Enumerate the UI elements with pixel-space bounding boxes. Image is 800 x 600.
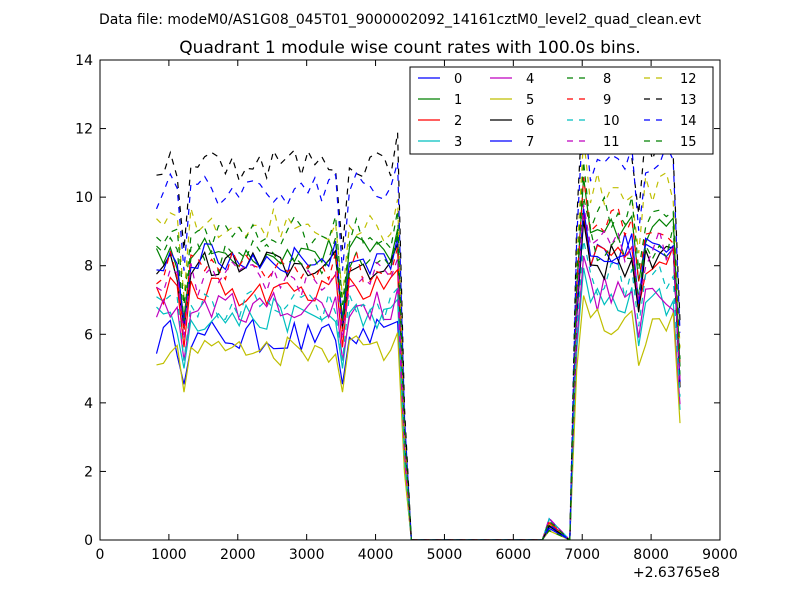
y-tick-label: 12 — [75, 122, 93, 138]
y-tick-label: 8 — [84, 259, 93, 275]
legend-label-4: 4 — [526, 72, 534, 87]
x-tick-label: 2000 — [220, 547, 256, 563]
legend-label-9: 9 — [603, 93, 611, 108]
x-tick-label: 6000 — [496, 547, 532, 563]
y-tick-label: 10 — [75, 190, 93, 206]
x-axis-offset-label: +2.63765e8 — [633, 565, 720, 581]
legend-label-14: 14 — [680, 114, 697, 129]
series-line-8 — [156, 196, 681, 540]
x-axis: 0 1000 2000 3000 4000 5000 6000 7000 8000 9000 — [96, 60, 738, 563]
y-tick-label: 0 — [84, 533, 93, 549]
legend-label-6: 6 — [526, 114, 534, 129]
x-tick-label: 0 — [96, 547, 105, 563]
chart-title: Quadrant 1 module wise count rates with … — [179, 38, 640, 58]
y-tick-label: 14 — [75, 53, 93, 69]
figure-suptitle: Data file: modeM0/AS1G08_045T01_90000020… — [99, 12, 701, 28]
legend-label-0: 0 — [454, 72, 462, 87]
legend-label-13: 13 — [680, 93, 697, 108]
x-tick-label: 4000 — [358, 547, 394, 563]
x-tick-label: 1000 — [151, 547, 187, 563]
y-tick-label: 2 — [84, 464, 93, 480]
legend-label-10: 10 — [603, 114, 620, 129]
legend-label-7: 7 — [526, 135, 534, 150]
series-line-2 — [155, 212, 681, 540]
plot-area: 0 1000 2000 3000 4000 5000 6000 7000 8000 9000 0 2… — [75, 53, 738, 581]
series-line-11 — [156, 204, 681, 540]
legend-label-5: 5 — [526, 93, 534, 108]
legend-box — [409, 66, 714, 155]
x-tick-label: 5000 — [427, 547, 463, 563]
x-tick-label: 7000 — [564, 547, 600, 563]
legend-label-11: 11 — [603, 135, 620, 150]
series-line-7 — [156, 208, 681, 540]
series-layer — [155, 82, 681, 540]
y-tick-label: 6 — [84, 327, 93, 343]
y-tick-label: 4 — [84, 396, 93, 412]
series-line-9 — [156, 177, 681, 540]
axes-frame — [99, 59, 721, 541]
series-line-4 — [155, 255, 681, 540]
series-line-5 — [156, 295, 681, 540]
legend-label-12: 12 — [680, 72, 697, 87]
legend-label-15: 15 — [680, 135, 697, 150]
series-line-15 — [156, 161, 681, 540]
legend-label-3: 3 — [454, 135, 462, 150]
legend-label-2: 2 — [454, 114, 462, 129]
legend-label-8: 8 — [603, 72, 611, 87]
x-tick-label: 8000 — [633, 547, 669, 563]
series-line-1 — [155, 177, 681, 540]
series-line-3 — [156, 267, 681, 540]
series-line-6 — [156, 220, 681, 540]
x-tick-label: 9000 — [702, 547, 738, 563]
legend-label-1: 1 — [454, 93, 462, 108]
x-tick-label: 3000 — [289, 547, 325, 563]
